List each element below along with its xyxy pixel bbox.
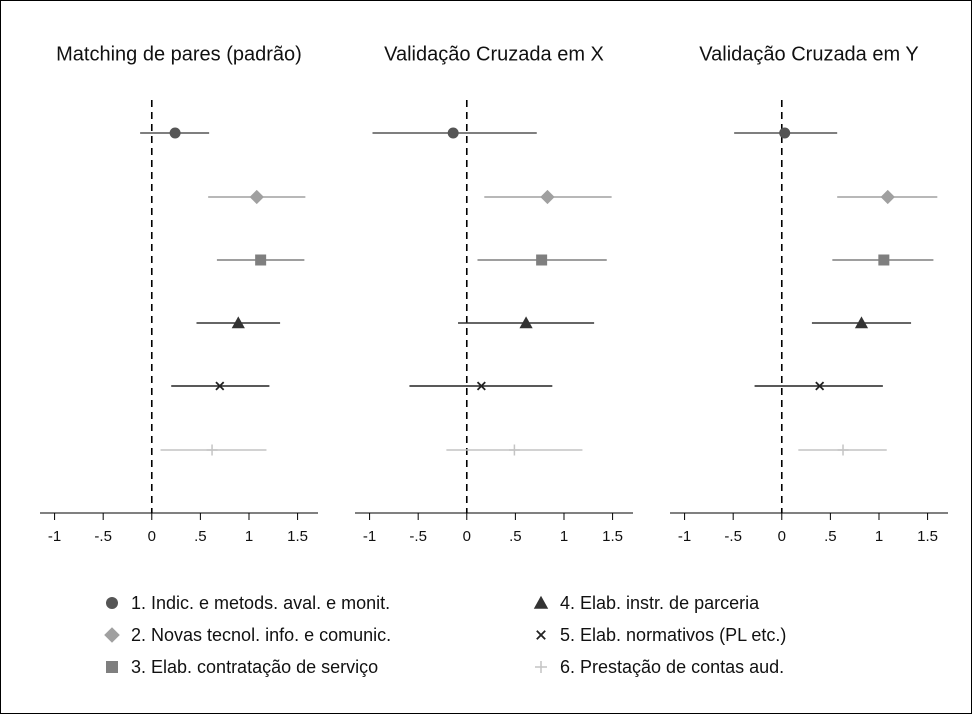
marker — [533, 595, 549, 609]
legend-label: 2. Novas tecnol. info. e comunic. — [131, 625, 391, 645]
marker — [104, 627, 120, 643]
x-tick-label: 1 — [875, 528, 883, 545]
marker — [536, 254, 548, 266]
marker — [249, 189, 264, 205]
marker — [854, 316, 869, 329]
x-tick-label: -.5 — [94, 528, 112, 545]
marker — [255, 254, 267, 266]
marker — [106, 661, 118, 673]
x-tick-label: 0 — [463, 528, 471, 545]
marker — [508, 444, 520, 456]
x-tick-label: 1 — [560, 528, 568, 545]
x-tick-label: -.5 — [724, 528, 742, 545]
x-tick-label: 1.5 — [287, 528, 308, 545]
marker — [837, 444, 849, 456]
marker — [215, 381, 225, 391]
marker — [779, 127, 791, 139]
x-tick-label: -.5 — [409, 528, 427, 545]
marker — [535, 661, 547, 673]
legend-label: 3. Elab. contratação de serviço — [131, 657, 378, 677]
legend-label: 5. Elab. normativos (PL etc.) — [560, 625, 786, 645]
marker — [815, 381, 825, 391]
x-tick-label: 1 — [245, 528, 253, 545]
marker — [536, 630, 546, 640]
x-tick-label: -1 — [48, 528, 61, 545]
panel-title: Matching de pares (padrão) — [56, 43, 302, 65]
legend-label: 6. Prestação de contas aud. — [560, 657, 784, 677]
marker — [880, 189, 895, 205]
legend-label: 4. Elab. instr. de parceria — [560, 593, 760, 613]
x-tick-label: -1 — [678, 528, 691, 545]
marker — [169, 127, 181, 139]
marker — [519, 316, 533, 329]
panel-title: Validação Cruzada em Y — [699, 43, 918, 65]
marker — [540, 189, 555, 205]
marker — [447, 127, 459, 139]
marker — [206, 444, 218, 456]
x-tick-label: 1.5 — [602, 528, 623, 545]
x-tick-label: 1.5 — [917, 528, 938, 545]
marker — [476, 381, 486, 391]
marker — [231, 316, 245, 329]
marker — [878, 254, 890, 266]
legend-label: 1. Indic. e metods. aval. e monit. — [131, 593, 390, 613]
x-tick-label: -1 — [363, 528, 376, 545]
x-tick-label: 0 — [778, 528, 786, 545]
marker — [106, 597, 118, 609]
x-tick-label: .5 — [824, 528, 837, 545]
x-tick-label: .5 — [194, 528, 207, 545]
panel-title: Validação Cruzada em X — [384, 43, 604, 65]
x-tick-label: .5 — [509, 528, 522, 545]
x-tick-label: 0 — [148, 528, 156, 545]
